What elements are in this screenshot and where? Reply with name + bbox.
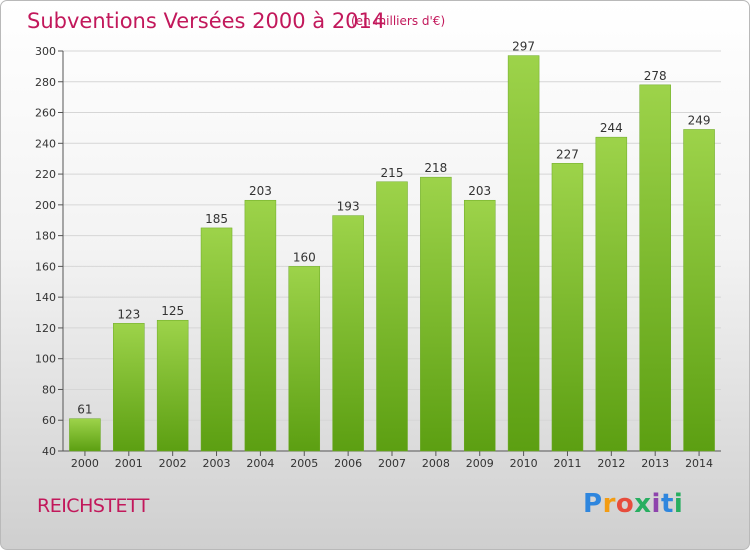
y-tick-label: 280	[35, 76, 56, 89]
bar-value-label: 185	[205, 212, 228, 226]
x-tick-label: 2007	[378, 457, 406, 470]
x-tick-label: 2006	[334, 457, 362, 470]
y-tick-label: 40	[42, 445, 56, 458]
brand-letter: i	[673, 489, 684, 519]
bar-value-label: 215	[381, 166, 404, 180]
bar-value-label: 193	[337, 200, 360, 214]
y-tick-label: 120	[35, 322, 56, 335]
x-tick-label: 2013	[641, 457, 669, 470]
y-tick-label: 300	[35, 45, 56, 58]
bars	[69, 55, 715, 452]
bar	[595, 136, 628, 452]
brand-letter: o	[615, 489, 635, 519]
y-tick-label: 240	[35, 137, 56, 150]
bar-value-label: 160	[293, 250, 316, 264]
labels: 40 60 80 100 120 140 160 180 200 220 240 260 280 300 6…	[35, 40, 713, 470]
x-tick-label: 2010	[510, 457, 538, 470]
y-tick-label: 140	[35, 291, 56, 304]
chart-subtitle: (en milliers d'€)	[351, 14, 446, 28]
y-tick-label: 80	[42, 383, 56, 396]
x-tick-label: 2011	[553, 457, 581, 470]
x-tick-label: 2012	[597, 457, 625, 470]
bar-value-label: 203	[249, 184, 272, 198]
y-tick-label: 220	[35, 168, 56, 181]
brand-letter: i	[651, 489, 661, 519]
y-tick-label: 100	[35, 353, 56, 366]
brand-letter: t	[660, 489, 674, 519]
chart-title: Subventions Versées 2000 à 2014	[27, 9, 386, 33]
x-tick-label: 2009	[466, 457, 494, 470]
x-tick-label: 2002	[159, 457, 187, 470]
bar	[463, 199, 496, 452]
bar	[244, 199, 277, 452]
x-tick-label: 2001	[115, 457, 143, 470]
x-tick-label: 2008	[422, 457, 450, 470]
bar	[156, 319, 189, 452]
bar	[200, 227, 233, 452]
x-tick-label: 2000	[71, 457, 99, 470]
brand-letter: x	[634, 489, 652, 519]
bar-value-label: 61	[77, 403, 92, 417]
bar	[683, 129, 715, 452]
commune-name: REICHSTETT	[37, 495, 149, 517]
bar-value-label: 125	[161, 304, 184, 318]
bar	[639, 84, 671, 452]
brand-letter: r	[602, 489, 616, 519]
bar-value-label: 249	[688, 113, 711, 127]
y-tick-label: 60	[42, 414, 56, 427]
y-tick-label: 260	[35, 107, 56, 120]
bar-value-label: 227	[556, 147, 579, 161]
brand-logo: Proxiti	[583, 489, 683, 519]
bar	[376, 181, 408, 452]
x-tick-label: 2003	[203, 457, 231, 470]
bar-value-label: 203	[468, 184, 491, 198]
y-tick-label: 180	[35, 230, 56, 243]
y-tick-label: 200	[35, 199, 56, 212]
bar	[113, 323, 145, 452]
bar	[507, 55, 540, 452]
x-tick-label: 2004	[246, 457, 274, 470]
bar-value-label: 278	[644, 69, 667, 83]
bar	[420, 176, 452, 452]
bar-value-label: 244	[600, 121, 623, 135]
bar	[551, 163, 584, 452]
bar	[288, 266, 321, 452]
bar-value-label: 123	[117, 307, 140, 321]
bar	[69, 418, 101, 452]
bar	[332, 215, 364, 452]
x-tick-label: 2014	[685, 457, 713, 470]
y-tick-label: 160	[35, 260, 56, 273]
bar-value-label: 297	[512, 40, 535, 54]
bar-value-label: 218	[424, 161, 447, 175]
x-tick-label: 2005	[290, 457, 318, 470]
brand-letter: P	[583, 489, 603, 519]
